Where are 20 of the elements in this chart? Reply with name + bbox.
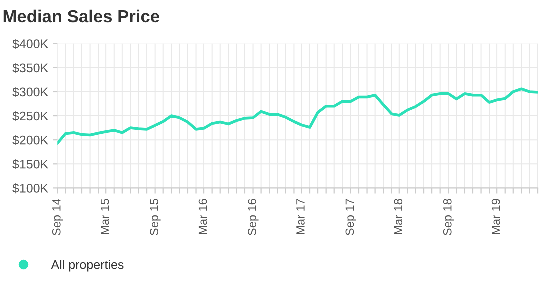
legend-label: All properties xyxy=(51,260,124,272)
x-tick-label: Mar 17 xyxy=(296,199,305,234)
y-tick-label: $150K xyxy=(12,159,48,170)
x-tick-label: Mar 18 xyxy=(394,199,403,234)
chart-title: Median Sales Price xyxy=(4,10,160,23)
x-tick-label: Mar 15 xyxy=(101,199,110,234)
y-tick-label: $100K xyxy=(12,183,48,194)
x-tick-label: Sep 16 xyxy=(248,199,259,236)
x-tick-label: Mar 16 xyxy=(198,199,208,234)
y-tick-label: $350K xyxy=(12,63,48,74)
line-series xyxy=(58,88,538,145)
x-tick-label: Sep 17 xyxy=(346,199,356,236)
y-tick-label: $250K xyxy=(12,111,48,122)
y-tick-label: $300K xyxy=(12,87,48,98)
x-tick-label: Sep 18 xyxy=(443,199,454,236)
x-tick-label: Sep 15 xyxy=(150,199,161,236)
y-tick-label: $400K xyxy=(12,39,48,50)
y-tick-label: $200K xyxy=(12,135,48,146)
x-tick-label: Mar 19 xyxy=(492,199,500,234)
x-tick-label: Sep 14 xyxy=(52,198,64,236)
